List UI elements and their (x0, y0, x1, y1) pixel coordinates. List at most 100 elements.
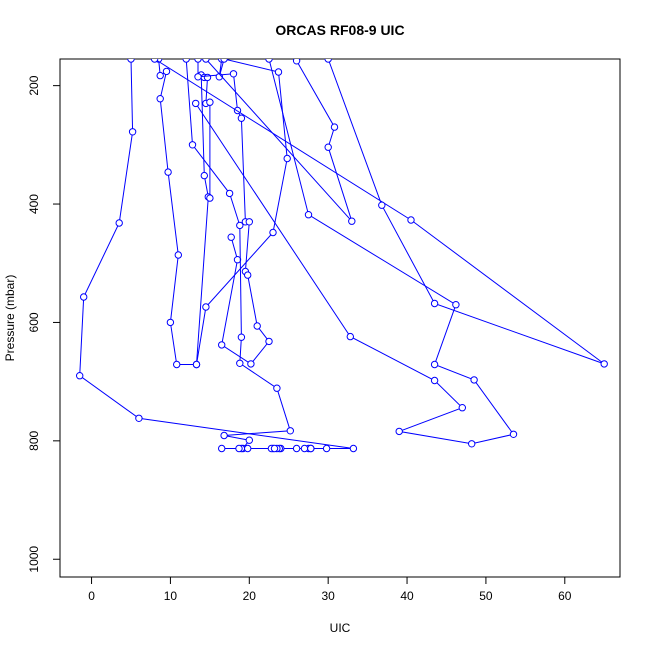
data-point (244, 271, 252, 279)
data-point (200, 171, 209, 180)
data-point (600, 360, 608, 368)
data-point (348, 217, 356, 225)
data-point (265, 59, 273, 63)
data-point (322, 444, 331, 453)
series-layer (76, 59, 608, 453)
x-tick-label: 50 (479, 589, 493, 603)
data-point (128, 128, 137, 136)
data-point (164, 168, 172, 176)
data-point (378, 201, 386, 209)
data-point (324, 59, 332, 63)
data-point (452, 301, 460, 309)
series-line-6 (195, 59, 515, 445)
y-tick-label: 400 (27, 194, 41, 214)
data-point (458, 404, 466, 412)
data-point (300, 444, 309, 453)
data-point (235, 444, 243, 453)
data-point (236, 359, 244, 367)
data-point (349, 444, 358, 453)
y-tick-label: 1000 (27, 546, 41, 573)
data-point (236, 221, 244, 230)
y-axis-label: Pressure (mbar) (3, 275, 17, 362)
data-point (182, 59, 190, 63)
data-point (194, 59, 202, 63)
plot-frame (59, 58, 621, 578)
series-line-7 (205, 59, 353, 222)
data-point (203, 73, 212, 82)
data-point (430, 299, 439, 308)
data-point (292, 444, 301, 453)
data-point (244, 444, 252, 453)
data-point (156, 95, 164, 103)
data-point (324, 143, 332, 151)
data-point (286, 427, 294, 435)
x-tick-label: 60 (558, 589, 572, 603)
data-point (273, 384, 281, 392)
data-point (192, 99, 200, 108)
data-point (227, 233, 235, 241)
data-point (162, 67, 171, 76)
data-point (245, 218, 254, 226)
data-point (247, 360, 255, 368)
series-line-2 (158, 59, 211, 365)
data-point (166, 318, 175, 327)
data-point (430, 376, 439, 385)
data-point (253, 322, 261, 330)
y-tick-label: 800 (27, 431, 41, 451)
data-point (127, 59, 135, 63)
data-point (76, 372, 84, 380)
data-point (245, 436, 254, 444)
data-point (202, 303, 210, 311)
chart-title: ORCAS RF08-9 UIC (275, 22, 404, 38)
data-point (237, 333, 246, 341)
data-point (509, 430, 518, 438)
data-point (274, 68, 283, 76)
x-tick-label: 20 (243, 589, 257, 603)
data-point (206, 98, 214, 106)
data-point (225, 189, 234, 198)
data-point (304, 211, 313, 219)
data-point (192, 360, 201, 369)
data-point (307, 444, 315, 453)
data-point (150, 59, 159, 63)
data-point (206, 194, 214, 202)
x-tick-label: 30 (321, 589, 335, 603)
data-point (115, 219, 123, 227)
data-point (220, 59, 228, 63)
data-point (237, 114, 246, 122)
x-axis: 0 10 20 30 40 50 60 (88, 576, 572, 603)
y-tick-label: 600 (27, 312, 41, 332)
data-point (470, 376, 478, 384)
data-point (265, 337, 273, 346)
x-axis-label: UIC (330, 621, 351, 635)
data-point (156, 71, 164, 80)
data-point (218, 444, 226, 453)
data-point (174, 251, 183, 259)
x-tick-label: 40 (400, 589, 414, 603)
data-point (202, 59, 210, 63)
series-line-4 (185, 59, 327, 449)
data-point (468, 440, 476, 448)
series-line-8 (154, 59, 605, 365)
data-point (194, 73, 202, 81)
y-axis: 200 400 600 800 1000 (27, 75, 61, 573)
data-point (269, 228, 277, 237)
data-point (292, 59, 301, 65)
data-point (173, 360, 181, 369)
series-line-1 (79, 59, 354, 449)
data-point (135, 414, 143, 422)
data-point (346, 332, 354, 341)
y-tick-label: 200 (27, 75, 41, 95)
data-point (80, 293, 88, 301)
x-tick-label: 10 (164, 589, 178, 603)
data-point (330, 123, 339, 131)
data-point (229, 70, 238, 78)
data-point (188, 141, 197, 149)
data-point (218, 341, 226, 349)
data-point (430, 360, 439, 369)
x-tick-label: 0 (88, 589, 95, 603)
data-point (283, 154, 291, 163)
data-point (395, 427, 403, 436)
data-point (270, 444, 279, 453)
